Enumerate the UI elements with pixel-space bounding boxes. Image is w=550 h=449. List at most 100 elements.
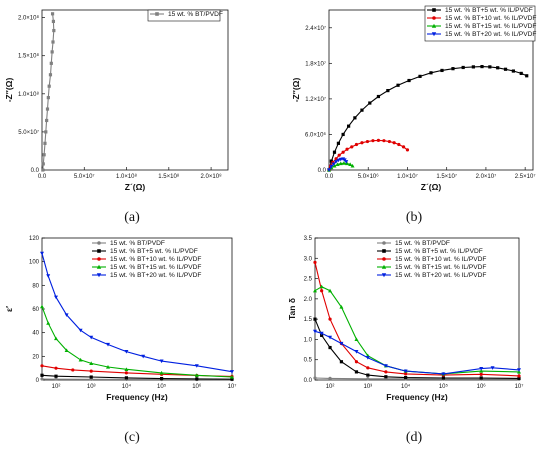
- data-point-c-4: [78, 328, 83, 333]
- series-line-c-4: [41, 253, 233, 373]
- data-point-c-1: [54, 374, 58, 378]
- legend-marker-b-2: [431, 23, 437, 28]
- data-point-d-3: [479, 369, 484, 373]
- x-axis-label-d: Frequency (Hz): [386, 392, 448, 402]
- x-tick-label-c: 10⁷: [228, 383, 237, 390]
- data-point-b-0: [396, 83, 400, 87]
- y-tick-label-b: 2.4×10⁷: [305, 25, 326, 32]
- data-point-b-1: [354, 142, 359, 147]
- x-tick-label-d: 10⁴: [401, 383, 411, 390]
- panel-b: 0.0 5.0×10⁶ 1.0×10⁷ 1.5×10⁷ 2.0×10⁷ 2.5×10⁷ 0.…: [275, 0, 550, 200]
- data-point-a-0: [43, 141, 47, 145]
- x-tick-label-b: 0.0: [325, 174, 334, 180]
- chart-a-svg: 0.0 5.0×10⁷ 1.0×10⁸ 1.5×10⁸ 2.0×10⁸ 0.0 5.0×10…: [4, 9, 229, 192]
- y-tick-label-d: 1.5: [304, 317, 313, 323]
- series-line-d-3: [314, 286, 520, 375]
- data-point-b-2: [335, 162, 340, 166]
- data-point-c-3: [105, 364, 110, 369]
- x-tick-label-c: 10²: [52, 384, 61, 390]
- data-point-d-1: [313, 317, 317, 321]
- x-tick-label-a: 5.0×10⁷: [74, 173, 95, 180]
- data-point-c-2: [71, 368, 75, 372]
- legend-label-b-3: 15 wt. % BT+20 wt. % IL/PVDF: [445, 31, 536, 38]
- data-point-a-0: [44, 130, 48, 134]
- data-point-b-0: [376, 94, 381, 99]
- x-tick-label-a: 1.5×10⁸: [158, 173, 180, 180]
- x-tick-label-b: 5.0×10⁶: [358, 173, 380, 180]
- data-point-b-0: [332, 150, 337, 154]
- data-point-a-0: [50, 50, 54, 54]
- data-point-b-3: [334, 160, 339, 164]
- data-point-d-1: [517, 376, 521, 380]
- data-point-b-2: [332, 163, 337, 168]
- legend-label-d-2: 15 wt. % BT+10 wt. % IL/PVDF: [395, 256, 486, 263]
- data-point-d-4: [354, 350, 359, 354]
- y-tick-label-c: 100: [29, 260, 40, 266]
- legend-marker-d-3: [381, 264, 387, 269]
- data-point-a-0: [52, 28, 56, 33]
- legend-label-c-2: 15 wt. % BT+10 wt. % IL/PVDF: [110, 256, 201, 263]
- data-point-d-4: [328, 335, 333, 340]
- data-point-b-1: [405, 148, 410, 152]
- y-tick-label-c: 80: [32, 283, 39, 289]
- data-point-c-4: [159, 359, 164, 364]
- legend-marker-b-0: [432, 8, 436, 12]
- y-tick-label-c: 40: [32, 331, 39, 337]
- legend-marker-b-1: [432, 16, 436, 20]
- legend-label-b-0: 15 wt. % BT+5 wt. % IL/PVDF: [445, 7, 533, 14]
- data-point-b-0: [341, 132, 345, 137]
- data-point-d-2: [313, 260, 317, 264]
- y-tick-label-c: 20: [32, 354, 39, 360]
- data-point-d-2: [366, 366, 370, 370]
- data-point-d-4: [383, 364, 388, 368]
- data-point-d-3: [313, 288, 317, 293]
- legend-marker-c-3: [96, 264, 102, 269]
- y-tick-label-b: 0.0: [318, 168, 327, 174]
- legend-label-c-1: 15 wt. % BT+5 wt. % IL/PVDF: [110, 248, 198, 255]
- data-point-a-0: [51, 19, 56, 24]
- y-axis-label-a: -Z″(Ω): [4, 78, 14, 103]
- data-point-d-2: [517, 374, 521, 378]
- data-point-b-1: [401, 145, 406, 149]
- x-axis-label-b: Z´(Ω): [421, 182, 442, 192]
- data-point-b-0: [418, 74, 422, 78]
- data-point-b-3: [327, 168, 331, 172]
- data-point-a-0: [45, 107, 50, 111]
- legend-marker-c-2: [97, 257, 101, 261]
- data-point-c-3: [54, 336, 59, 341]
- panel-a: 0.0 5.0×10⁷ 1.0×10⁸ 1.5×10⁸ 2.0×10⁸ 0.0 5.0×10…: [0, 0, 275, 200]
- data-point-c-3: [46, 321, 51, 325]
- chart-d-svg: 10² 10³ 10⁴ 10⁵ 10⁶ 10⁷ 0.0 0.5 1.0 1.5 2.0 2.5 3.0 3…: [287, 236, 523, 402]
- legend-box-b: [424, 5, 536, 42]
- data-point-d-3: [339, 304, 344, 309]
- data-point-c-2: [54, 366, 58, 370]
- data-point-c-1: [124, 376, 129, 380]
- data-point-d-0: [366, 377, 370, 381]
- legend-label-d-3: 15 wt. % BT+15 wt. % IL/PVDF: [395, 264, 486, 271]
- data-point-d-2: [479, 372, 483, 376]
- x-tick-label-b: 1.5×10⁷: [436, 173, 457, 180]
- y-axis-label-d: Tan δ: [287, 298, 297, 320]
- legend-marker-d-4: [381, 273, 387, 278]
- data-point-b-1: [337, 153, 341, 157]
- legend-label-d-4: 15 wt. % BT+20 wt. % IL/PVDF: [395, 272, 486, 279]
- data-point-c-4: [230, 370, 234, 374]
- data-point-b-3: [331, 162, 336, 167]
- x-tick-label-c: 10⁵: [157, 383, 167, 390]
- data-point-b-0: [496, 66, 500, 70]
- data-point-c-3: [230, 375, 234, 379]
- chart-c-svg: 10² 10³ 10⁴ 10⁵ 10⁶ 10⁷ 0 20 40 60 80 100 120 Frequen…: [4, 236, 237, 402]
- data-point-d-1: [339, 360, 344, 364]
- data-point-b-0: [360, 108, 364, 112]
- data-point-b-0: [347, 124, 351, 128]
- x-tick-label-d: 10²: [326, 384, 335, 390]
- data-point-a-0: [41, 162, 45, 166]
- data-point-d-2: [320, 289, 324, 293]
- y-tick-label-a: 1.0×10⁸: [18, 91, 40, 98]
- data-point-c-3: [124, 367, 129, 371]
- data-point-a-0: [51, 40, 55, 44]
- data-point-d-1: [354, 370, 359, 374]
- data-point-b-3: [329, 164, 334, 169]
- data-point-b-0: [525, 74, 529, 78]
- data-point-b-1: [350, 145, 354, 149]
